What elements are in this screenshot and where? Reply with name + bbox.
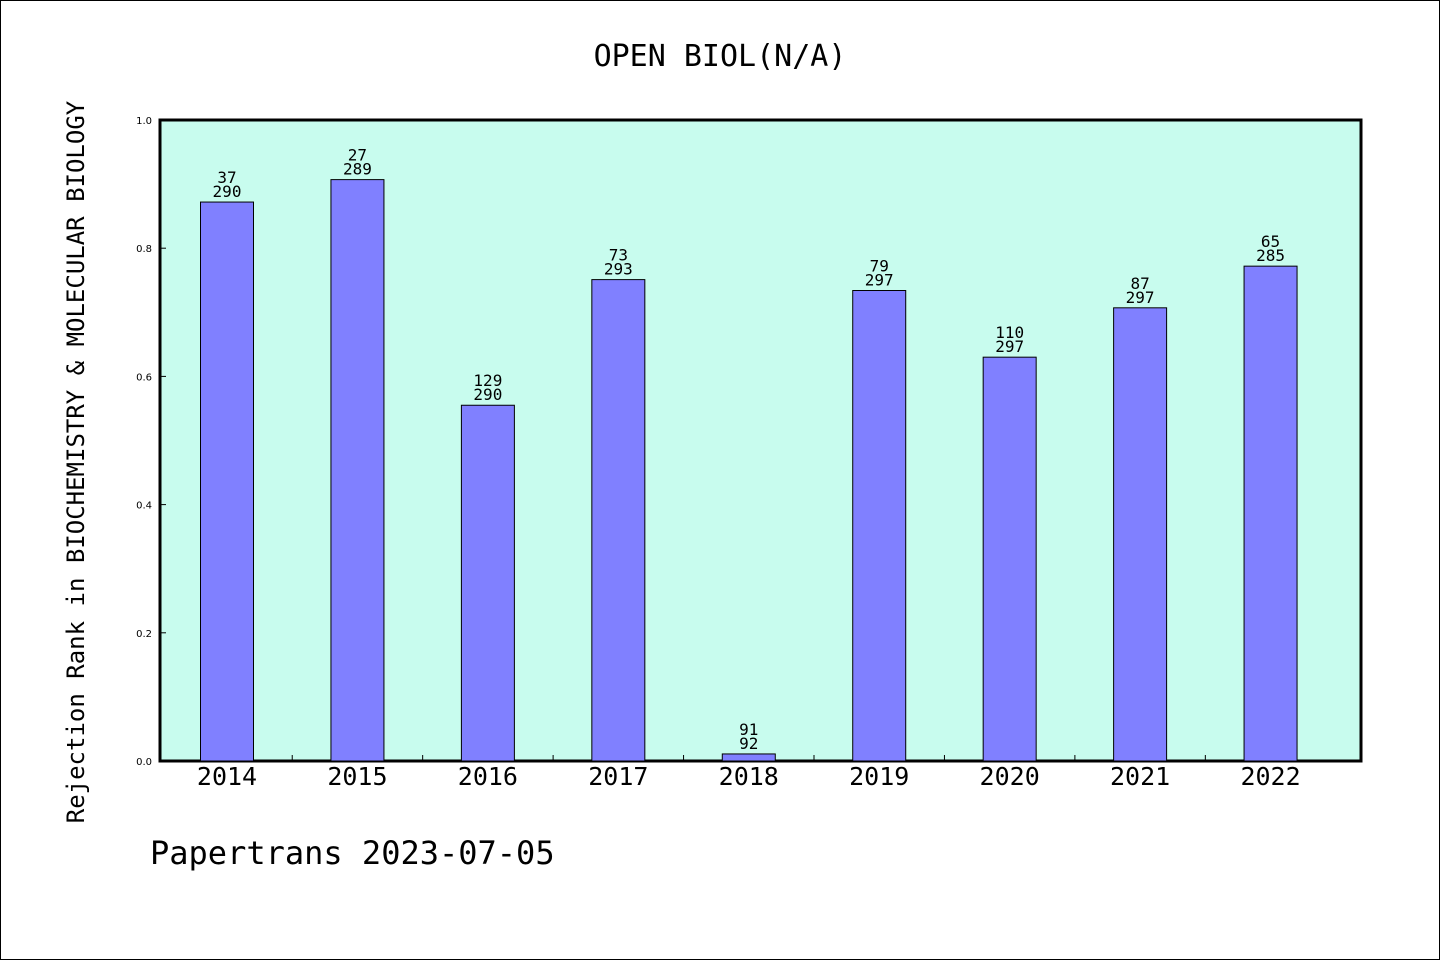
data-label-rank-2018: 91	[739, 720, 758, 739]
x-tick-label-2014: 2014	[197, 762, 257, 791]
bars-group	[200, 179, 1298, 762]
data-label-rank-2019: 79	[870, 257, 889, 276]
data-label-rank-2016: 129	[473, 371, 502, 390]
data-label-total-2021: 297	[1126, 288, 1155, 307]
data-label-total-2019: 297	[865, 271, 894, 290]
bar-2018	[721, 753, 776, 762]
bar-2015	[330, 179, 385, 762]
y-axis-label: Rejection Rank in BIOCHEMISTRY & MOLECUL…	[62, 100, 90, 823]
bar-2019	[852, 290, 907, 762]
bar-2022	[1243, 265, 1298, 762]
data-label-rank-2022: 65	[1261, 232, 1280, 251]
x-tick-label-2021: 2021	[1110, 762, 1170, 791]
chart-title: OPEN BIOL(N/A)	[594, 39, 847, 74]
x-tick-label-2019: 2019	[849, 762, 909, 791]
footer-credit: Papertrans 2023-07-05	[150, 834, 555, 872]
x-tick-label-2015: 2015	[327, 762, 387, 791]
data-label-rank-2017: 73	[609, 246, 628, 265]
data-label-total-2016: 290	[473, 385, 502, 404]
bar-2020	[982, 356, 1037, 762]
bar-2016	[460, 404, 515, 762]
y-tick-label-0.0: 0.0	[136, 757, 152, 768]
bar-2014	[200, 201, 254, 762]
x-tick-label-2018: 2018	[719, 762, 779, 791]
data-labels-group: 3729027289129290732939192792971102978729…	[213, 146, 1285, 753]
y-tick-label-1.0: 1.0	[136, 116, 152, 127]
bar-2021	[1113, 307, 1168, 762]
bar-2017	[591, 279, 646, 762]
y-tick-label-0.4: 0.4	[136, 501, 152, 512]
x-tick-label-2017: 2017	[588, 762, 648, 791]
y-tick-label-0.2: 0.2	[136, 629, 152, 640]
data-label-total-2018: 92	[739, 734, 758, 753]
y-axis-ticks: 0.0 0.2 0.4 0.6 0.8 1.0	[136, 116, 166, 768]
y-tick-label-0.8: 0.8	[136, 244, 152, 255]
data-label-total-2014: 290	[213, 182, 242, 201]
data-label-rank-2021: 87	[1130, 274, 1149, 293]
x-tick-label-2022: 2022	[1240, 762, 1300, 791]
x-axis-ticks: 2014 2015 2016 2017 2018 2019 2020 2021 2022	[197, 755, 1301, 791]
data-label-rank-2020: 110	[995, 323, 1024, 342]
data-label-total-2017: 293	[604, 260, 633, 279]
x-tick-label-2020: 2020	[980, 762, 1040, 791]
data-label-total-2022: 285	[1256, 246, 1285, 265]
data-label-rank-2014: 37	[217, 168, 236, 187]
y-tick-label-0.6: 0.6	[136, 372, 152, 383]
x-tick-label-2016: 2016	[458, 762, 518, 791]
data-label-rank-2015: 27	[348, 146, 367, 165]
data-label-total-2015: 289	[343, 160, 372, 179]
data-label-total-2020: 297	[995, 337, 1024, 356]
